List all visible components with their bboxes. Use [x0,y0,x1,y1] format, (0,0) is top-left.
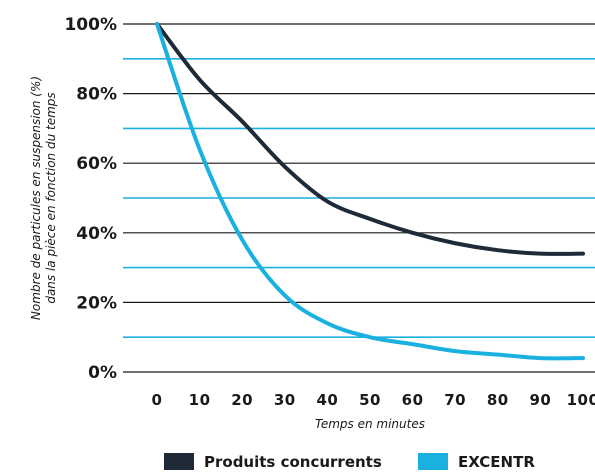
y-tick-label-80: 80% [76,85,117,105]
y-axis-ticks: 0% 20% 40% 60% 80% 100% [64,15,117,383]
series [157,24,583,358]
legend-swatch-produits-concurrents [164,453,194,470]
x-tick-label-0: 0 [152,391,163,409]
y-tick-label-20: 20% [76,293,117,313]
y-tick-label-100: 100% [64,15,117,35]
x-tick-label-80: 80 [487,391,509,409]
x-tick-label-10: 10 [189,391,211,409]
y-tick-label-60: 60% [76,154,117,174]
y-tick-label-0: 0% [88,363,117,383]
legend-label-produits-concurrents: Produits concurrents [204,453,382,470]
legend-label-excentr: EXCENTR [458,453,535,470]
series-line-excentr [157,24,583,358]
grid [123,24,595,372]
legend-swatch-excentr [418,453,448,470]
x-tick-label-20: 20 [231,391,253,409]
y-axis-label-line-1: Nombre de particules en suspension (%) [29,76,43,320]
x-tick-label-50: 50 [359,391,381,409]
y-axis-label-line-2: dans la pièce en fonction du temps [44,92,58,303]
x-tick-label-40: 40 [316,391,338,409]
x-tick-label-30: 30 [274,391,296,409]
x-axis-ticks: 0 10 20 30 40 50 60 70 80 90 100 [152,391,595,409]
x-tick-label-90: 90 [529,391,551,409]
x-axis-label: Temps en minutes [315,417,425,431]
y-tick-label-40: 40% [76,224,117,244]
x-tick-label-100: 100 [567,391,595,409]
x-tick-label-60: 60 [402,391,424,409]
legend: Produits concurrents EXCENTR [164,453,535,470]
x-tick-label-70: 70 [444,391,466,409]
